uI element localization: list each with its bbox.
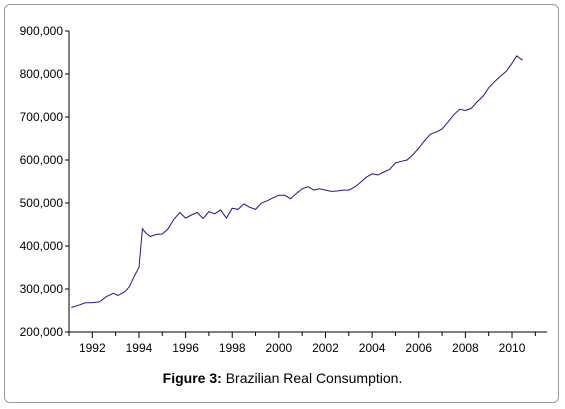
y-tick-label: 800,000 bbox=[20, 67, 64, 81]
x-tick-label: 2006 bbox=[405, 341, 432, 355]
caption-label: Figure 3: bbox=[162, 370, 222, 386]
x-tick-label: 1998 bbox=[219, 341, 246, 355]
y-tick-label: 300,000 bbox=[20, 282, 64, 296]
caption-text: Brazilian Real Consumption. bbox=[225, 370, 403, 386]
x-tick-label: 2002 bbox=[312, 341, 339, 355]
x-tick-label: 2008 bbox=[452, 341, 479, 355]
chart-axes bbox=[68, 31, 547, 333]
consumption-series-line bbox=[71, 55, 523, 308]
line-chart: 200,000 300,000 400,000 500,000 600,000 700,0… bbox=[20, 24, 547, 355]
x-axis-ticks: 1992 1994 1996 1998 2000 2002 2004 2006 2008 2010 bbox=[68, 332, 536, 355]
y-axis-ticks: 200,000 300,000 400,000 500,000 600,000 700,0… bbox=[20, 24, 69, 339]
x-tick-label: 2004 bbox=[359, 341, 386, 355]
y-tick-label: 700,000 bbox=[20, 110, 64, 124]
x-tick-label: 1992 bbox=[79, 341, 106, 355]
y-tick-label: 400,000 bbox=[20, 239, 64, 253]
figure-frame bbox=[4, 4, 559, 403]
y-tick-label: 900,000 bbox=[20, 24, 64, 38]
figure-caption: Figure 3: Brazilian Real Consumption. bbox=[0, 370, 565, 386]
x-tick-label: 1996 bbox=[172, 341, 199, 355]
y-tick-label: 200,000 bbox=[20, 325, 64, 339]
x-tick-label: 2000 bbox=[266, 341, 293, 355]
y-tick-label: 500,000 bbox=[20, 196, 64, 210]
x-tick-label: 1994 bbox=[126, 341, 153, 355]
x-tick-label: 2010 bbox=[499, 341, 526, 355]
y-tick-label: 600,000 bbox=[20, 153, 64, 167]
